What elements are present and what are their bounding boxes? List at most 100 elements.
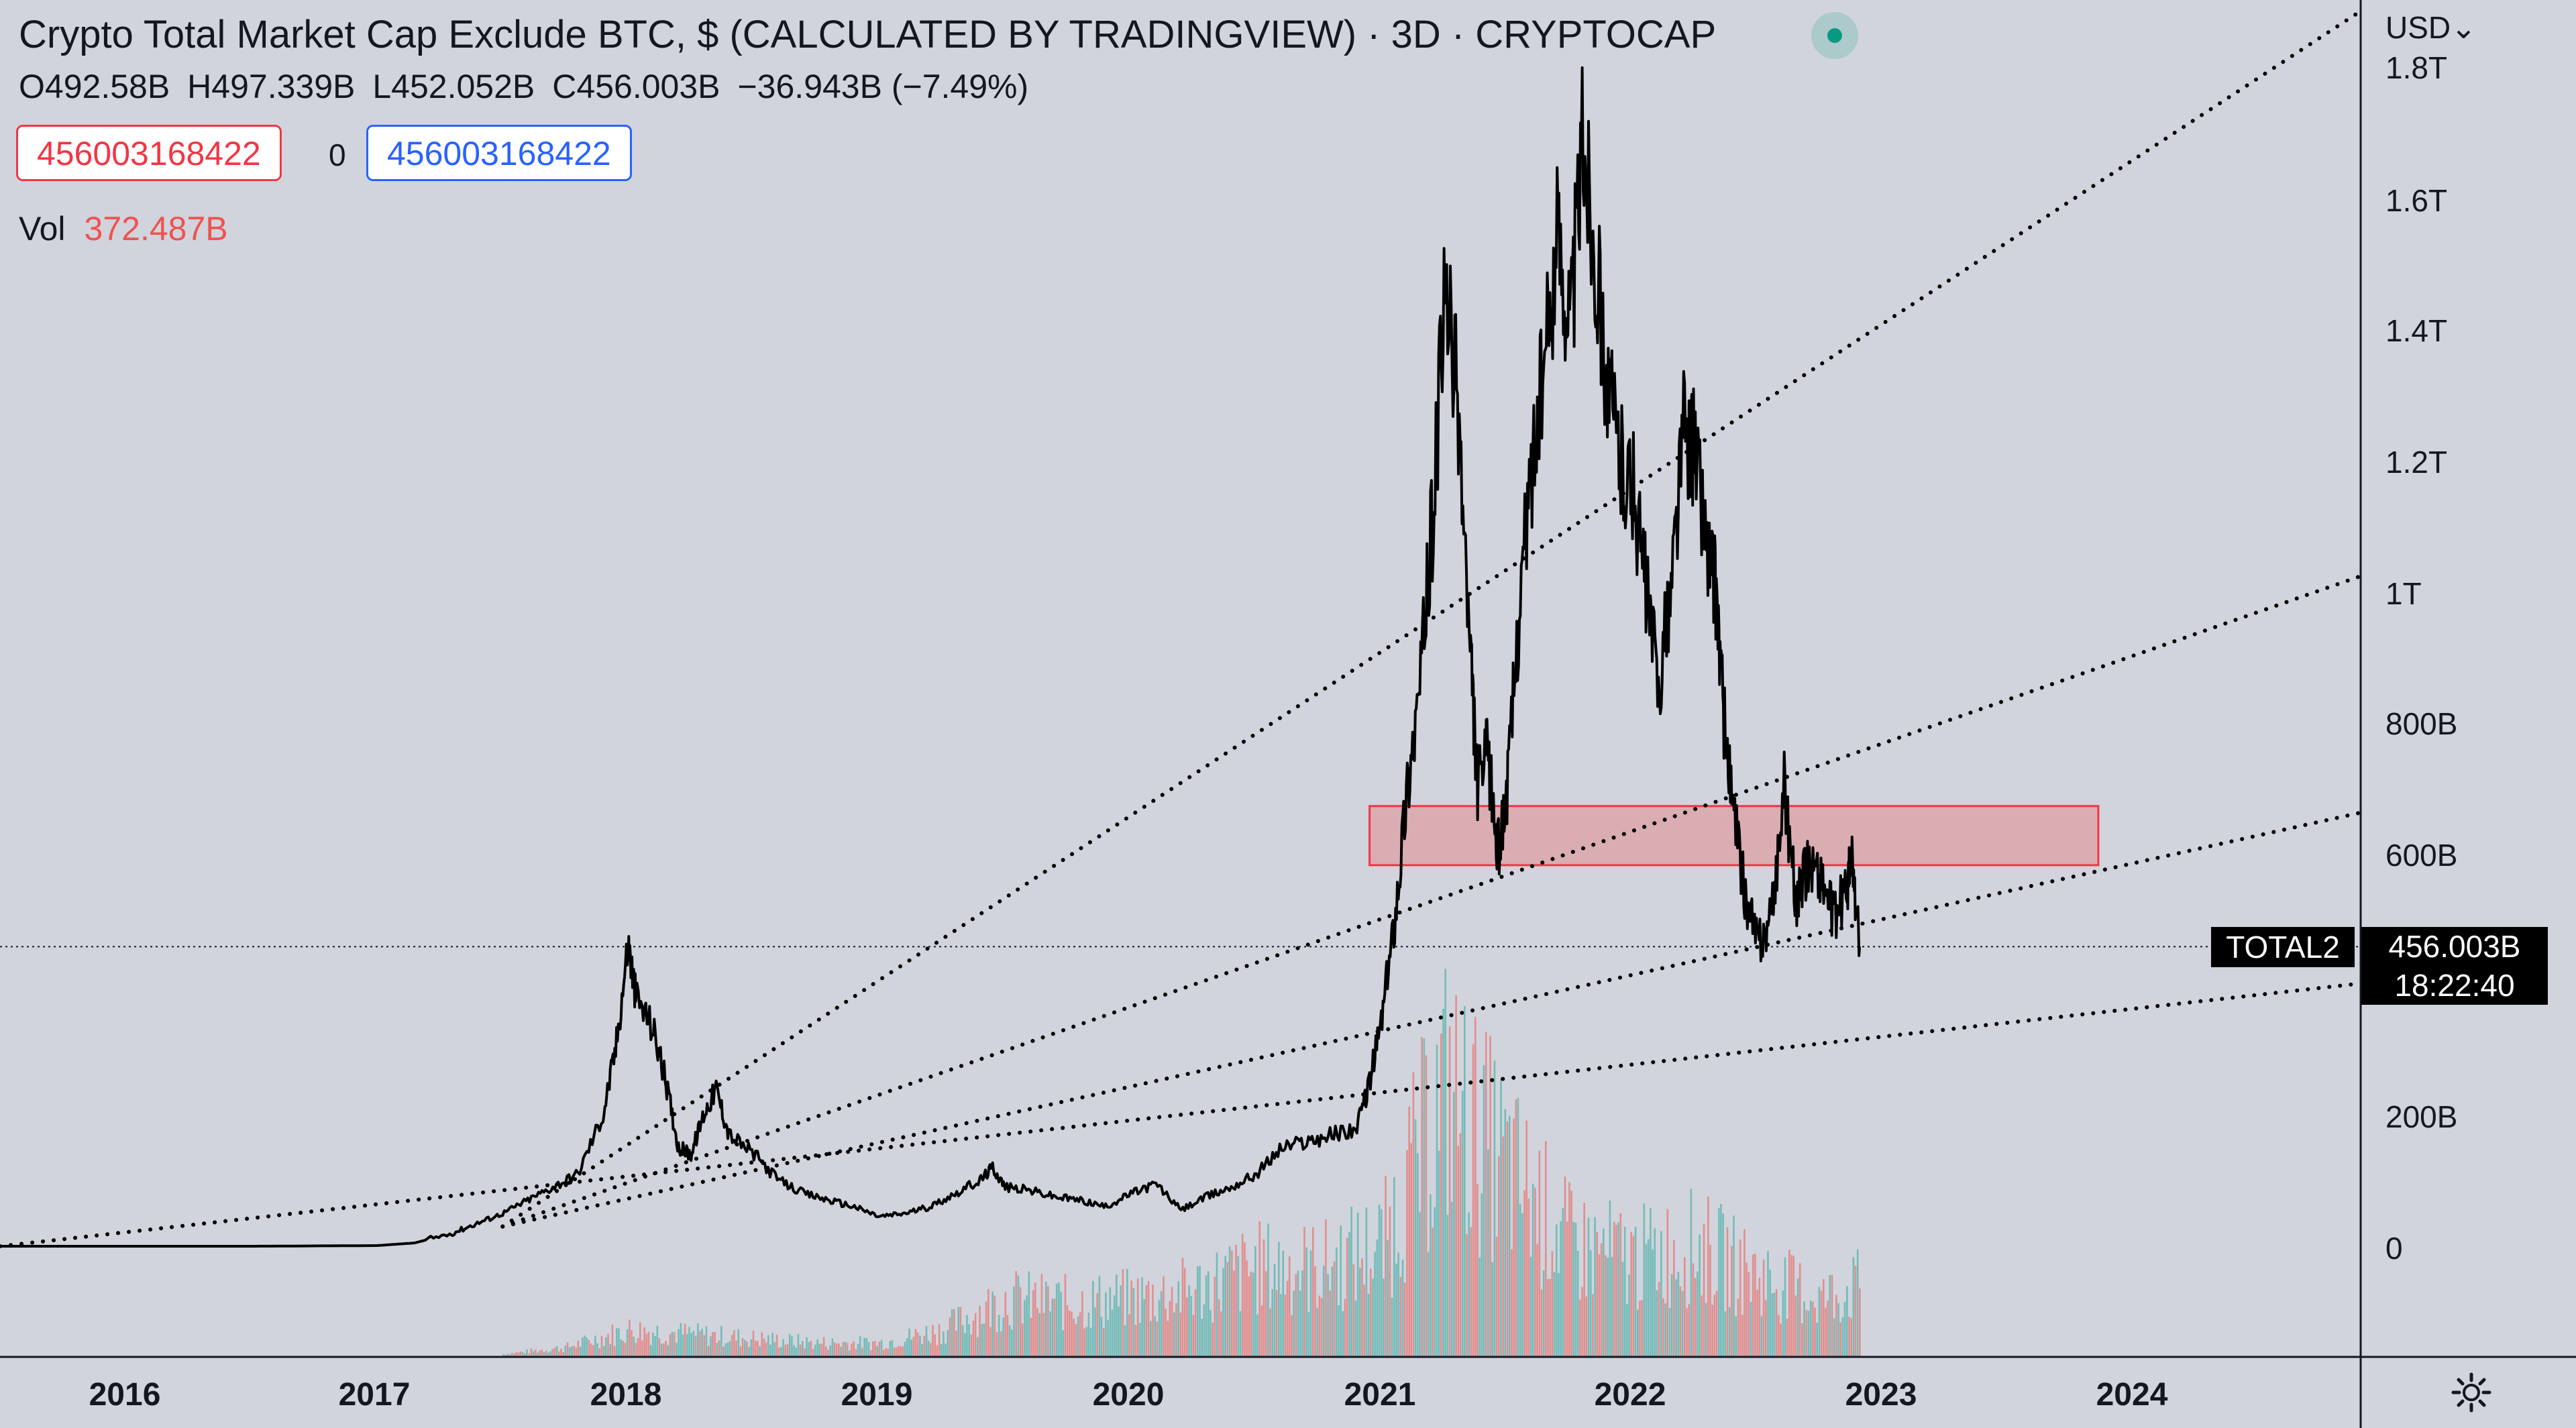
price-line-series	[0, 66, 1861, 1248]
time-tick-label: 2021	[1344, 1377, 1416, 1413]
volume-bar	[1513, 1118, 1515, 1356]
volume-bar	[983, 1323, 985, 1356]
volume-bar	[1312, 1227, 1314, 1356]
volume-bar	[1673, 1240, 1675, 1356]
volume-bar	[1419, 1211, 1421, 1356]
volume-bar	[849, 1350, 851, 1356]
volume-bar	[1208, 1271, 1210, 1356]
high-value: H497.339B	[187, 68, 356, 105]
volume-bar	[786, 1343, 789, 1356]
currency-selector[interactable]: USD⌄	[2385, 10, 2477, 45]
volume-bar	[1489, 1036, 1491, 1356]
volume-bar	[1455, 995, 1457, 1356]
volume-bar	[1034, 1282, 1036, 1356]
volume-bar	[1542, 1270, 1545, 1356]
market-status-icon[interactable]	[1811, 12, 1858, 59]
volume-bar	[1568, 1182, 1570, 1356]
trendline-1[interactable]	[500, 9, 2363, 1229]
volume-bar	[1468, 1212, 1470, 1356]
volume-bar	[887, 1348, 889, 1356]
volume-bar	[1250, 1271, 1252, 1356]
volume-bar	[705, 1326, 708, 1356]
volume-bar	[1521, 1213, 1523, 1356]
volume-bar	[802, 1341, 804, 1356]
trendlines[interactable]	[0, 9, 2363, 1248]
volume-bar	[759, 1346, 761, 1356]
volume-bar	[1006, 1315, 1009, 1356]
volume-bar	[1748, 1272, 1750, 1356]
volume-bar	[1096, 1293, 1098, 1356]
volume-bar	[953, 1309, 955, 1356]
volume-bar	[968, 1323, 970, 1356]
volume-bar	[1833, 1318, 1835, 1356]
volume-bar	[1771, 1293, 1774, 1356]
volume-bar	[921, 1343, 923, 1356]
last-price-tag: 456.003B 18:22:40	[2361, 927, 2548, 1005]
volume-bar	[994, 1295, 996, 1356]
price-tick-label: 800B	[2385, 706, 2458, 741]
volume-bar	[545, 1350, 547, 1356]
volume-bar	[605, 1337, 607, 1356]
volume-bar	[1534, 1187, 1536, 1356]
volume-bar	[1743, 1229, 1746, 1356]
volume-bar	[558, 1351, 560, 1356]
volume-bar	[703, 1335, 706, 1356]
volume-bar	[889, 1341, 892, 1356]
volume-bar	[1197, 1266, 1199, 1356]
volume-bar	[1592, 1294, 1594, 1356]
volume-bar	[1064, 1274, 1067, 1356]
trendline-4[interactable]	[0, 981, 2363, 1248]
volume-bar	[1359, 1268, 1361, 1356]
volume-bar	[1737, 1299, 1739, 1356]
trendline-2[interactable]	[500, 573, 2363, 1229]
volume-bar	[1235, 1245, 1237, 1356]
volume-bar	[998, 1315, 1000, 1356]
volume-bar	[1549, 1278, 1551, 1356]
volume-bar	[833, 1342, 836, 1356]
volume-bar	[553, 1348, 556, 1356]
volume-bar	[1827, 1301, 1829, 1356]
trendline-3[interactable]	[500, 810, 2363, 1229]
sell-button[interactable]: 456003168422	[16, 125, 282, 181]
volume-bar	[1295, 1274, 1297, 1356]
volume-bar	[1000, 1331, 1002, 1356]
settings-gear-icon[interactable]	[2450, 1371, 2493, 1414]
volume-bar	[1356, 1212, 1359, 1356]
volume-bar	[598, 1348, 601, 1356]
price-tick-label: 600B	[2385, 838, 2458, 873]
volume-bar	[1060, 1291, 1062, 1356]
volume-bar	[1707, 1196, 1709, 1356]
volume-bar	[669, 1334, 672, 1356]
volume-bar	[1735, 1316, 1737, 1356]
volume-bar	[777, 1348, 780, 1356]
volume-bar	[1228, 1246, 1231, 1356]
volume-bar	[1679, 1286, 1682, 1356]
volume-bar	[1344, 1299, 1346, 1356]
volume-bar	[1284, 1295, 1287, 1356]
volume-bar	[810, 1341, 812, 1356]
volume-bar	[1585, 1296, 1588, 1356]
volume-bar	[1015, 1271, 1017, 1356]
volume-bar	[1045, 1281, 1047, 1356]
volume-bar	[667, 1345, 669, 1356]
volume-bar	[1158, 1300, 1161, 1356]
volume-bar	[1387, 1240, 1389, 1356]
buy-button[interactable]: 456003168422	[366, 125, 632, 181]
volume-bar	[878, 1341, 881, 1356]
volume-bar	[718, 1340, 720, 1356]
volume-bar	[1470, 1227, 1472, 1356]
volume-bar	[729, 1341, 731, 1356]
volume-bar	[1713, 1295, 1716, 1356]
volume-bar	[690, 1333, 692, 1356]
volume-bar	[1823, 1278, 1825, 1356]
volume-bar	[1511, 1249, 1513, 1356]
volume-bar	[1145, 1285, 1148, 1356]
volume-bar	[1363, 1284, 1365, 1356]
volume-bar	[1333, 1261, 1336, 1356]
volume-bar	[1179, 1312, 1182, 1356]
change-value: −36.943B (−7.49%)	[737, 68, 1029, 105]
volume-bar	[987, 1288, 989, 1356]
volume-bar	[957, 1307, 959, 1356]
volume-bar	[1726, 1227, 1729, 1356]
